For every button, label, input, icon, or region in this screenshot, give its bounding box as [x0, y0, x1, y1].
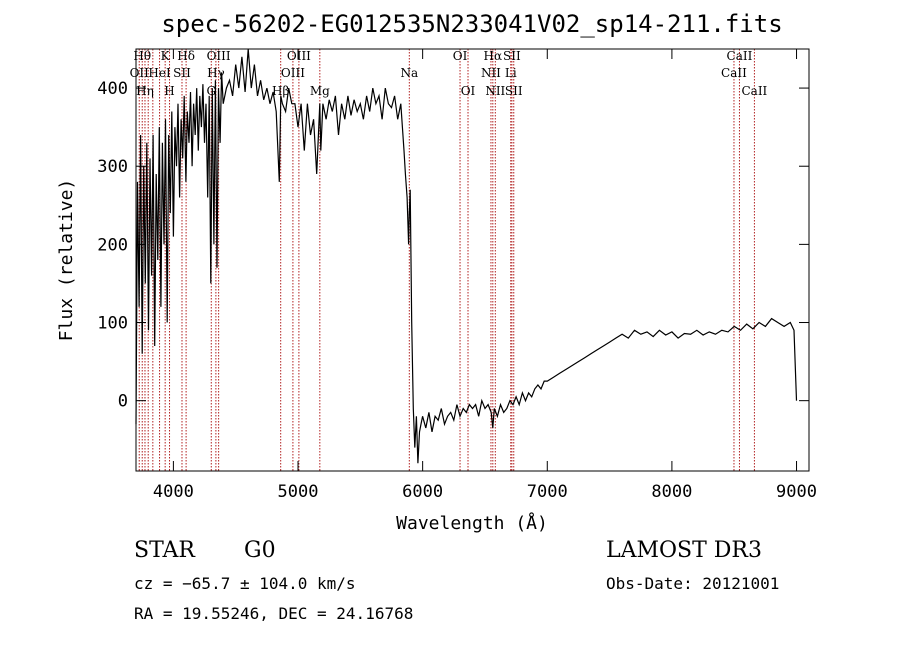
line-label-11: Hγ — [207, 66, 225, 80]
line-label-9: Hδ — [177, 49, 195, 63]
line-label-20: NII — [481, 66, 501, 80]
line-label-1: Hθ — [133, 49, 151, 63]
survey-name: LAMOST DR3 — [606, 538, 762, 563]
x-axis-label: Wavelength (Å) — [396, 512, 548, 534]
line-label-17: Na — [400, 66, 418, 80]
y-axis-label: Flux (relative) — [56, 179, 77, 342]
y-tick-label-3: 300 — [97, 157, 128, 177]
line-label-26: CaII — [721, 66, 747, 80]
y-tick-label-2: 200 — [97, 235, 128, 255]
line-label-2: Hη — [136, 84, 154, 98]
y-tick-label-1: 100 — [97, 314, 128, 334]
line-label-16: Mg — [310, 84, 330, 98]
line-label-13: Hβ — [272, 84, 289, 98]
x-axis-ticks: 4000 5000 6000 7000 8000 9000 — [153, 49, 817, 502]
spectrum-line — [135, 48, 798, 464]
x-tick-label-1: 5000 — [278, 482, 319, 502]
line-label-21: Hα — [484, 49, 503, 63]
redshift-info: cz = −65.7 ± 104.0 km/s — [134, 574, 356, 593]
line-label-10: G — [206, 84, 216, 98]
y-axis-ticks: 0 100 200 300 400 — [97, 79, 809, 412]
x-tick-label-2: 6000 — [402, 482, 443, 502]
line-label-8: SII — [173, 66, 191, 80]
coordinates: RA = 19.55246, DEC = 24.16768 — [134, 604, 414, 623]
x-tick-label-3: 7000 — [527, 482, 568, 502]
line-label-24: SII — [503, 49, 521, 63]
y-tick-label-0: 0 — [118, 392, 128, 412]
line-label-25: SII — [505, 84, 523, 98]
line-label-27: CaII — [727, 49, 753, 63]
line-label-7: H — [164, 84, 174, 98]
object-class: STAR — [134, 538, 195, 563]
observation-date: Obs-Date: 20121001 — [606, 574, 780, 593]
chart-title: spec-56202-EG012535N233041V02_sp14-211.f… — [161, 10, 782, 38]
line-label-14: OIII — [281, 66, 305, 80]
x-tick-label-5: 9000 — [776, 482, 817, 502]
line-label-15: OIII — [287, 49, 311, 63]
line-label-23: Li — [505, 66, 517, 80]
line-label-6: K — [161, 49, 171, 63]
line-label-5: HeI — [148, 66, 171, 80]
object-subclass: G0 — [244, 538, 276, 563]
line-label-0: OII — [130, 66, 150, 80]
line-label-28: CaII — [741, 84, 767, 98]
plot-frame — [135, 48, 810, 472]
spectral-line-labels: OII Hθ Hη HeI K H SII Hδ G Hγ OIII Hβ OIII OIII Mg Na OI… — [130, 49, 768, 98]
x-tick-label-4: 8000 — [651, 482, 692, 502]
line-label-19: OI — [461, 84, 476, 98]
spectral-line-markers — [138, 49, 755, 471]
line-label-18: OI — [453, 49, 468, 63]
line-label-12: OIII — [207, 49, 231, 63]
line-label-22: NII — [485, 84, 505, 98]
x-tick-label-0: 4000 — [153, 482, 194, 502]
y-tick-label-4: 400 — [97, 79, 128, 99]
